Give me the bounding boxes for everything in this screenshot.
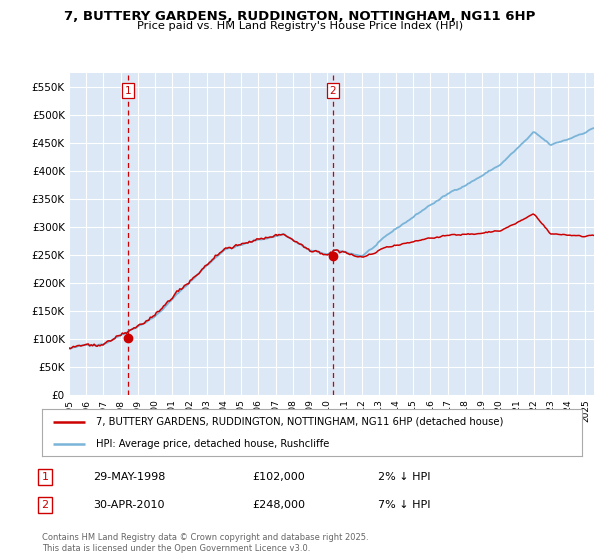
Text: 1: 1 — [41, 472, 49, 482]
Text: 1: 1 — [124, 86, 131, 96]
Text: Price paid vs. HM Land Registry's House Price Index (HPI): Price paid vs. HM Land Registry's House … — [137, 21, 463, 31]
Text: 2% ↓ HPI: 2% ↓ HPI — [378, 472, 431, 482]
Text: 2: 2 — [329, 86, 336, 96]
Text: 2: 2 — [41, 500, 49, 510]
Text: 29-MAY-1998: 29-MAY-1998 — [93, 472, 166, 482]
Text: 7% ↓ HPI: 7% ↓ HPI — [378, 500, 431, 510]
Text: £102,000: £102,000 — [252, 472, 305, 482]
Text: 7, BUTTERY GARDENS, RUDDINGTON, NOTTINGHAM, NG11 6HP: 7, BUTTERY GARDENS, RUDDINGTON, NOTTINGH… — [64, 10, 536, 22]
Text: HPI: Average price, detached house, Rushcliffe: HPI: Average price, detached house, Rush… — [96, 438, 329, 449]
Text: 7, BUTTERY GARDENS, RUDDINGTON, NOTTINGHAM, NG11 6HP (detached house): 7, BUTTERY GARDENS, RUDDINGTON, NOTTINGH… — [96, 417, 503, 427]
Text: 30-APR-2010: 30-APR-2010 — [93, 500, 164, 510]
Text: £248,000: £248,000 — [252, 500, 305, 510]
Text: Contains HM Land Registry data © Crown copyright and database right 2025.
This d: Contains HM Land Registry data © Crown c… — [42, 533, 368, 553]
